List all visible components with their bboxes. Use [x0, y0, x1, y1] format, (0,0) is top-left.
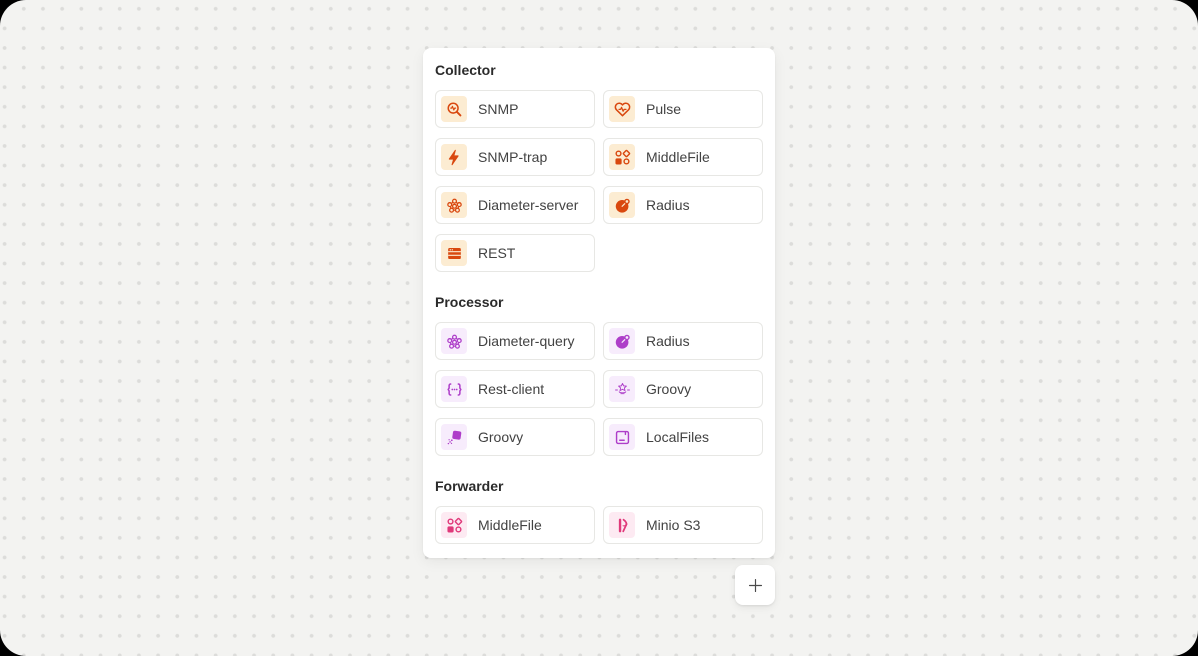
radius-disc-icon: [609, 192, 635, 218]
section-title-processor: Processor: [435, 294, 504, 310]
palette-card-label: Radius: [646, 333, 690, 349]
server-stack-icon: [441, 240, 467, 266]
palette-section-processor: Processor Diameter-query Radius Rest-client…: [435, 294, 763, 456]
palette-card-processor-rest-client[interactable]: Rest-client: [435, 370, 595, 408]
shapes-grid-icon: [441, 512, 467, 538]
palette-card-processor-radius[interactable]: Radius: [603, 322, 763, 360]
palette-card-label: REST: [478, 245, 516, 261]
radius-disc-icon: [609, 328, 635, 354]
palette-card-forwarder-minio-s3[interactable]: Minio S3: [603, 506, 763, 544]
palette-card-label: LocalFiles: [646, 429, 710, 445]
spray-stamp-icon: [441, 424, 467, 450]
palette-card-label: Groovy: [646, 381, 692, 397]
palette-card-collector-radius[interactable]: Radius: [603, 186, 763, 224]
palette-card-collector-snmp[interactable]: SNMP: [435, 90, 595, 128]
node-cluster-icon: [441, 328, 467, 354]
palette-card-processor-diameter-query[interactable]: Diameter-query: [435, 322, 595, 360]
palette-card-processor-groovy[interactable]: Groovy: [603, 370, 763, 408]
palette-card-collector-diameter-server[interactable]: Diameter-server: [435, 186, 595, 224]
lightning-bolt-icon: [441, 144, 467, 170]
node-palette-panel: Collector SNMP Pulse SNMP-trap MiddleFile Dia…: [423, 48, 775, 558]
add-node-button[interactable]: [735, 565, 775, 605]
palette-card-label: Rest-client: [478, 381, 545, 397]
groovy-star-logo-icon: [609, 376, 635, 402]
palette-card-processor-localfiles[interactable]: LocalFiles: [603, 418, 763, 456]
palette-card-label: Radius: [646, 197, 690, 213]
palette-card-forwarder-middlefile[interactable]: MiddleFile: [435, 506, 595, 544]
palette-grid-forwarder: MiddleFile Minio S3: [435, 506, 763, 544]
palette-section-forwarder: Forwarder MiddleFile Minio S3: [435, 478, 763, 544]
section-title-forwarder: Forwarder: [435, 478, 504, 494]
node-cluster-icon: [441, 192, 467, 218]
palette-card-label: Minio S3: [646, 517, 701, 533]
palette-grid-processor: Diameter-query Radius Rest-client Groovy Gro…: [435, 322, 763, 456]
heart-pulse-icon: [609, 96, 635, 122]
shapes-grid-icon: [609, 144, 635, 170]
palette-card-label: MiddleFile: [646, 149, 710, 165]
palette-card-collector-snmp-trap[interactable]: SNMP-trap: [435, 138, 595, 176]
palette-card-label: MiddleFile: [478, 517, 542, 533]
palette-card-collector-middlefile[interactable]: MiddleFile: [603, 138, 763, 176]
palette-card-label: Groovy: [478, 429, 524, 445]
minio-logo-icon: [609, 512, 635, 538]
palette-card-label: SNMP: [478, 101, 519, 117]
plus-icon: [746, 576, 765, 595]
palette-card-label: Diameter-query: [478, 333, 575, 349]
palette-card-label: SNMP-trap: [478, 149, 548, 165]
palette-section-collector: Collector SNMP Pulse SNMP-trap MiddleFile Dia…: [435, 62, 763, 272]
palette-card-collector-rest[interactable]: REST: [435, 234, 595, 272]
floppy-disk-icon: [609, 424, 635, 450]
snmp-search-wave-icon: [441, 96, 467, 122]
code-braces-dots-icon: [441, 376, 467, 402]
palette-card-processor-groovy[interactable]: Groovy: [435, 418, 595, 456]
palette-card-label: Diameter-server: [478, 197, 579, 213]
section-title-collector: Collector: [435, 62, 496, 78]
palette-card-label: Pulse: [646, 101, 682, 117]
palette-card-collector-pulse[interactable]: Pulse: [603, 90, 763, 128]
palette-grid-collector: SNMP Pulse SNMP-trap MiddleFile Diameter-ser…: [435, 90, 763, 272]
